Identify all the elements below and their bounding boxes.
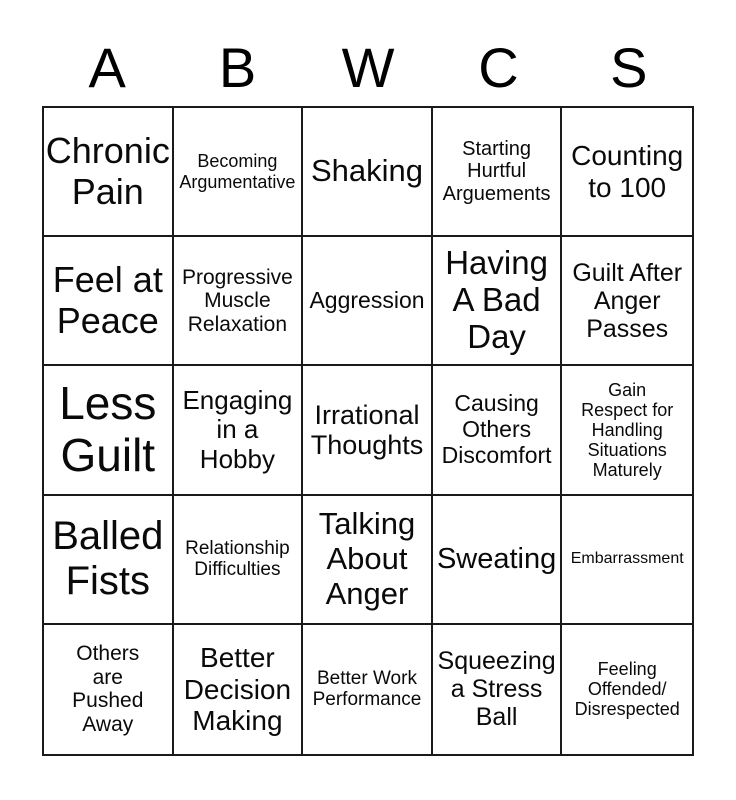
bingo-header: A B W C S <box>42 36 694 100</box>
bingo-cell[interactable]: Becoming Argumentative <box>173 108 304 238</box>
bingo-cell[interactable]: Feeling Offended/ Disrespected <box>574 659 680 720</box>
bingo-cell[interactable]: Others are Pushed Away <box>44 624 174 754</box>
bingo-cell[interactable]: Irrational Thoughts <box>303 366 433 496</box>
bingo-grid: Chronic Pain Becoming Argumentative Shak… <box>42 106 694 756</box>
bingo-cell[interactable]: Sweating <box>432 495 563 625</box>
bingo-cell[interactable]: Progressive Muscle Relaxation <box>173 237 304 367</box>
bingo-cell[interactable]: Squeezing a Stress Ball <box>433 624 563 754</box>
bingo-cell[interactable]: Having A Bad Day <box>432 237 563 367</box>
bingo-cell[interactable]: Balled Fists <box>44 495 174 625</box>
bingo-cell[interactable]: Better Work Performance <box>303 624 433 754</box>
header-letter-a: A <box>88 36 126 99</box>
header-letter-c: C <box>478 36 519 99</box>
bingo-cell[interactable]: Counting to 100 <box>562 108 692 238</box>
bingo-cell[interactable]: Guilt After Anger Passes <box>562 237 692 367</box>
bingo-cell[interactable]: Gain Respect for Handling Situations Mat… <box>562 366 692 496</box>
bingo-cell[interactable]: Relationship Difficulties <box>173 495 304 625</box>
header-letter-s: S <box>610 36 648 99</box>
header-letter-w: W <box>341 36 395 99</box>
bingo-cell[interactable]: Aggression <box>303 237 433 367</box>
bingo-cell[interactable]: Causing Others Discomfort <box>432 366 563 496</box>
bingo-cell[interactable]: Better Decision Making <box>174 624 304 754</box>
bingo-cell[interactable]: Shaking <box>303 108 433 238</box>
bingo-cell[interactable]: Feel at Peace <box>44 237 174 367</box>
header-letter-b: B <box>218 36 257 99</box>
bingo-cell[interactable]: Engaging in a Hobby <box>173 366 304 496</box>
bingo-cell[interactable]: Chronic Pain <box>44 108 174 238</box>
bingo-cell[interactable]: Talking About Anger <box>303 495 433 625</box>
bingo-cell[interactable]: Embarrassment <box>562 496 692 625</box>
bingo-cell[interactable]: Starting Hurtful Arguements <box>432 108 563 238</box>
bingo-cell[interactable]: Less Guilt <box>44 366 174 496</box>
